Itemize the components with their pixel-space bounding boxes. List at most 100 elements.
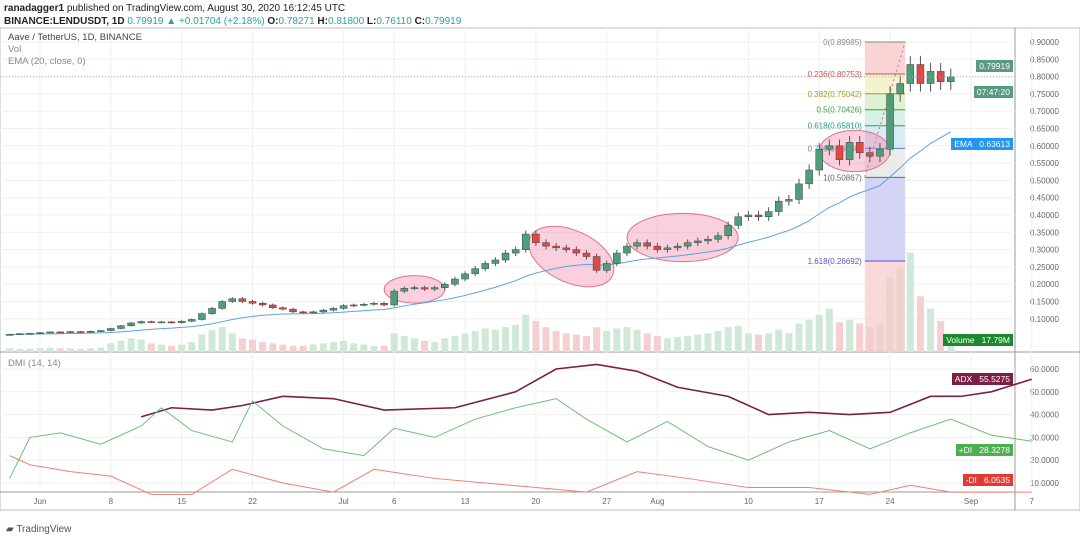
- time-tick-label: 10: [744, 497, 753, 506]
- candle: [451, 278, 459, 285]
- l-label: L:: [366, 16, 377, 27]
- candle: [936, 71, 945, 83]
- highlight-ellipse: [528, 225, 615, 288]
- candle: [319, 309, 328, 313]
- candle: [795, 183, 803, 200]
- logo-icon: ▰: [6, 524, 14, 535]
- volume-bar: [76, 348, 84, 352]
- fib-band: [864, 261, 906, 352]
- change: +0.01704 (+2.18%): [178, 16, 265, 27]
- volume-bar: [340, 340, 348, 352]
- volume-bar: [157, 344, 165, 352]
- candle: [724, 225, 732, 237]
- candle: [430, 287, 439, 290]
- volume-bar: [674, 337, 682, 352]
- fib-level-label: 0(0.89985): [823, 38, 862, 47]
- volume-bar: [694, 334, 702, 352]
- candle: [653, 245, 662, 250]
- candle: [643, 242, 651, 247]
- mdi-tag-label: -DI: [965, 475, 977, 485]
- volume-bar: [249, 339, 257, 352]
- time-tick-label: 6: [392, 497, 397, 506]
- volume-bar: [380, 345, 388, 352]
- volume-bar: [815, 314, 823, 352]
- candle: [16, 333, 24, 335]
- price-tick-label: 0.40000: [1030, 211, 1059, 220]
- candle: [96, 330, 105, 332]
- volume-bar: [127, 338, 135, 352]
- volume-bar: [97, 347, 105, 352]
- candle: [218, 301, 226, 309]
- candle: [522, 233, 530, 250]
- fib-band: [864, 42, 906, 74]
- dmi-tick-label: 40.0000: [1030, 411, 1059, 420]
- adx-tag-label: ADX: [954, 374, 973, 384]
- candle: [754, 214, 763, 217]
- price-tick-label: 0.20000: [1030, 280, 1059, 289]
- chart-frame: [0, 27, 1080, 511]
- volume-bar: [208, 330, 216, 352]
- candle: [188, 319, 196, 322]
- candle: [734, 216, 743, 226]
- legend-vol[interactable]: Vol: [8, 44, 22, 55]
- volume-bar: [309, 344, 317, 352]
- volume-bar: [744, 333, 752, 352]
- ema-tag: EMA 0.63613: [951, 138, 1013, 150]
- time-tick-label: 22: [248, 497, 257, 506]
- volume-bar: [714, 330, 722, 352]
- countdown-tag: 07:47:20: [973, 86, 1013, 98]
- volume-bar: [107, 343, 115, 352]
- volume-bar: [846, 319, 854, 352]
- candle: [704, 238, 712, 242]
- volume-tag: Volume 17.79M: [943, 334, 1013, 346]
- candle: [380, 302, 388, 306]
- pdi-tag: +DI 28.3278: [955, 444, 1013, 456]
- time-tick-label: Jun: [34, 497, 47, 506]
- volume-bar: [491, 329, 499, 352]
- volume-bar: [188, 342, 196, 352]
- volume-bar: [684, 335, 692, 352]
- time-tick-label: 24: [886, 497, 895, 506]
- legend-ema[interactable]: EMA (20, close, 0): [8, 56, 86, 67]
- legend-dmi[interactable]: DMI (14, 14): [8, 358, 61, 369]
- o-label: O:: [267, 16, 279, 27]
- volume-bar: [147, 343, 155, 352]
- volume-bar: [26, 348, 34, 352]
- volume-bar: [228, 333, 236, 352]
- price-tick-label: 0.65000: [1030, 125, 1059, 134]
- candle: [228, 298, 237, 302]
- candle: [501, 252, 510, 261]
- pdi-tag-value: 28.3278: [979, 445, 1010, 455]
- volume-tag-value: 17.79M: [981, 335, 1010, 345]
- volume-bar: [329, 342, 337, 352]
- candle: [592, 256, 601, 271]
- price-tag: 0.79919: [976, 60, 1013, 72]
- volume-bar: [319, 343, 327, 352]
- candle: [744, 214, 753, 217]
- volume-bar: [704, 333, 712, 352]
- publisher[interactable]: ranadagger1: [4, 3, 65, 14]
- volume-bar: [218, 327, 226, 352]
- candle: [360, 304, 368, 306]
- volume-bar: [350, 343, 358, 352]
- volume-bar: [562, 333, 570, 352]
- pdi-tag-label: +DI: [958, 445, 973, 455]
- candle: [582, 252, 591, 257]
- ema-tag-label: EMA: [954, 139, 973, 149]
- candle: [66, 331, 75, 333]
- volume-bar: [572, 334, 580, 352]
- volume-bar: [775, 329, 783, 352]
- c-label: C:: [414, 16, 426, 27]
- legend-title[interactable]: Aave / TetherUS, 1D, BINANCE: [8, 32, 142, 43]
- candle: [400, 288, 409, 292]
- candle: [208, 308, 216, 314]
- volume-bar: [805, 319, 813, 352]
- volume-bar: [370, 345, 378, 352]
- tradingview-logo[interactable]: ▰ TradingView: [6, 524, 71, 535]
- candle: [866, 152, 874, 157]
- low-value: 0.76110: [376, 16, 412, 27]
- volume-bar: [724, 327, 732, 352]
- candle: [926, 71, 935, 84]
- price-tick-label: 0.45000: [1030, 194, 1059, 203]
